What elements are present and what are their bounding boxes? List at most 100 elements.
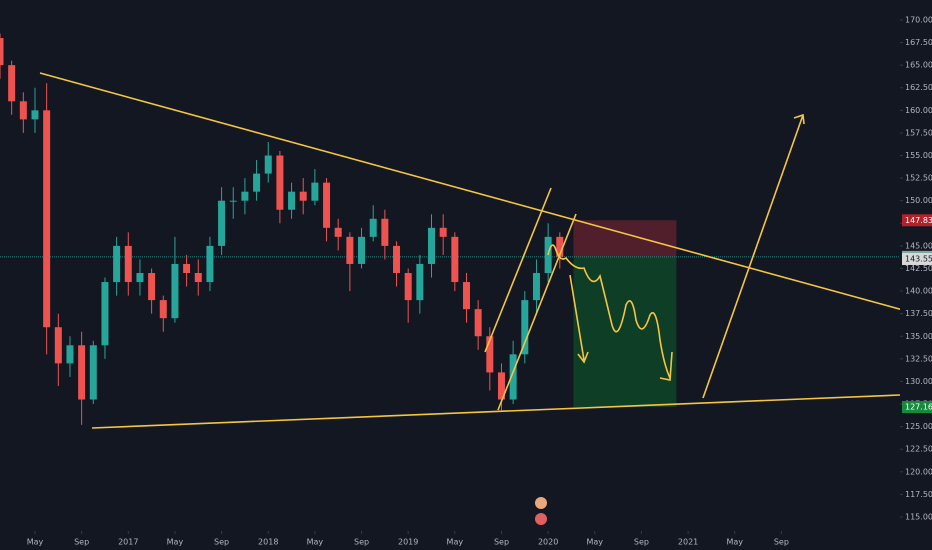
y-tick-label: 145.000 xyxy=(905,241,932,250)
annotations xyxy=(39,72,932,525)
candle-body xyxy=(78,345,86,400)
candle-body xyxy=(428,227,436,264)
arrow xyxy=(702,113,805,399)
event-icon[interactable] xyxy=(535,497,547,509)
y-tick-label: 160.000 xyxy=(905,106,932,115)
candle-body xyxy=(521,300,529,355)
candle-body xyxy=(206,245,214,283)
x-tick-label: 2020 xyxy=(538,538,558,547)
y-tick-label: 125.000 xyxy=(905,422,932,431)
candle-body xyxy=(194,273,202,283)
y-tick-label: 157.500 xyxy=(905,128,932,137)
x-tick-label: May xyxy=(726,538,743,547)
price-label: 127.167 xyxy=(905,403,932,412)
y-tick-label: 132.500 xyxy=(905,354,932,363)
candle-body xyxy=(404,273,412,301)
candle-body xyxy=(497,372,505,400)
y-tick-label: 155.000 xyxy=(905,151,932,160)
candle-body xyxy=(159,300,167,319)
y-tick-label: 170.000 xyxy=(905,15,932,24)
channel-line xyxy=(484,187,552,353)
y-tick-label: 120.000 xyxy=(905,467,932,476)
y-tick-label: 137.500 xyxy=(905,309,932,318)
x-tick-label: 2021 xyxy=(678,538,698,547)
candle-body xyxy=(393,245,401,274)
x-tick-label: Sep xyxy=(74,538,89,547)
price-axis xyxy=(900,0,932,531)
candle-body xyxy=(31,110,39,120)
y-tick-label: 115.000 xyxy=(905,512,932,521)
x-tick-label: Sep xyxy=(214,538,229,547)
price-label-bg xyxy=(902,401,932,414)
candle-body xyxy=(241,191,249,201)
x-tick-label: May xyxy=(167,538,184,547)
candle-body xyxy=(43,110,51,328)
y-tick-label: 152.500 xyxy=(905,174,932,183)
price-label-bg xyxy=(902,252,932,265)
x-tick-label: Sep xyxy=(774,538,789,547)
candle-body xyxy=(381,218,389,246)
y-tick-label: 122.500 xyxy=(905,445,932,454)
y-tick-label: 140.000 xyxy=(905,287,932,296)
candle-body xyxy=(0,38,4,66)
candle-body xyxy=(532,273,540,301)
candle-body xyxy=(229,200,237,202)
candle-body xyxy=(148,273,156,301)
candle-body xyxy=(19,101,27,120)
candle-body xyxy=(323,182,331,228)
candle-body xyxy=(556,236,564,257)
candle-body xyxy=(509,354,517,400)
candle-body xyxy=(136,273,144,283)
candle-body xyxy=(334,227,342,237)
candle-body xyxy=(288,191,296,210)
x-tick-label: 2019 xyxy=(398,538,418,547)
channel-line xyxy=(497,213,577,411)
price-label-bg xyxy=(902,214,932,227)
candle-body xyxy=(218,200,226,246)
arrow xyxy=(569,274,589,364)
y-tick-label: 142.500 xyxy=(905,264,932,273)
x-tick-label: May xyxy=(27,538,44,547)
candle-body xyxy=(113,245,121,283)
candle-body xyxy=(486,336,494,373)
price-label: 147.833 xyxy=(905,216,932,225)
candle-body xyxy=(451,236,459,283)
drawings xyxy=(0,33,900,425)
candle-body xyxy=(299,191,307,201)
x-tick-label: May xyxy=(447,538,464,547)
event-icon[interactable] xyxy=(535,513,547,525)
candle-body xyxy=(66,345,74,364)
trend-line xyxy=(91,394,901,429)
candle-body xyxy=(276,155,284,210)
candle-body xyxy=(171,263,179,319)
price-label: 143.551 xyxy=(905,254,932,263)
x-tick-label: Sep xyxy=(634,538,649,547)
x-tick-label: 2018 xyxy=(258,538,278,547)
y-tick-label: 130.000 xyxy=(905,377,932,386)
candle-body xyxy=(369,218,377,237)
candle-body xyxy=(311,182,319,201)
candle-body xyxy=(439,227,447,237)
candle-body xyxy=(253,173,261,192)
y-tick-label: 162.500 xyxy=(905,83,932,92)
y-tick-label: 165.000 xyxy=(905,61,932,70)
x-tick-label: May xyxy=(587,538,604,547)
y-tick-label: 150.000 xyxy=(905,196,932,205)
candle-body xyxy=(54,327,62,364)
candle-body xyxy=(358,236,366,264)
arrow xyxy=(659,351,673,381)
x-tick-label: Sep xyxy=(494,538,509,547)
candle-body xyxy=(89,345,97,400)
candle-body xyxy=(462,282,470,310)
y-tick-label: 135.000 xyxy=(905,332,932,341)
target-zone xyxy=(573,256,677,408)
x-tick-label: Sep xyxy=(354,538,369,547)
candle-body xyxy=(124,245,132,283)
candle-body xyxy=(346,236,354,264)
y-tick-label: 117.500 xyxy=(905,490,932,499)
candle-body xyxy=(8,65,16,102)
candle-body xyxy=(416,263,424,301)
trend-line xyxy=(39,72,932,319)
stop-zone xyxy=(573,220,677,257)
